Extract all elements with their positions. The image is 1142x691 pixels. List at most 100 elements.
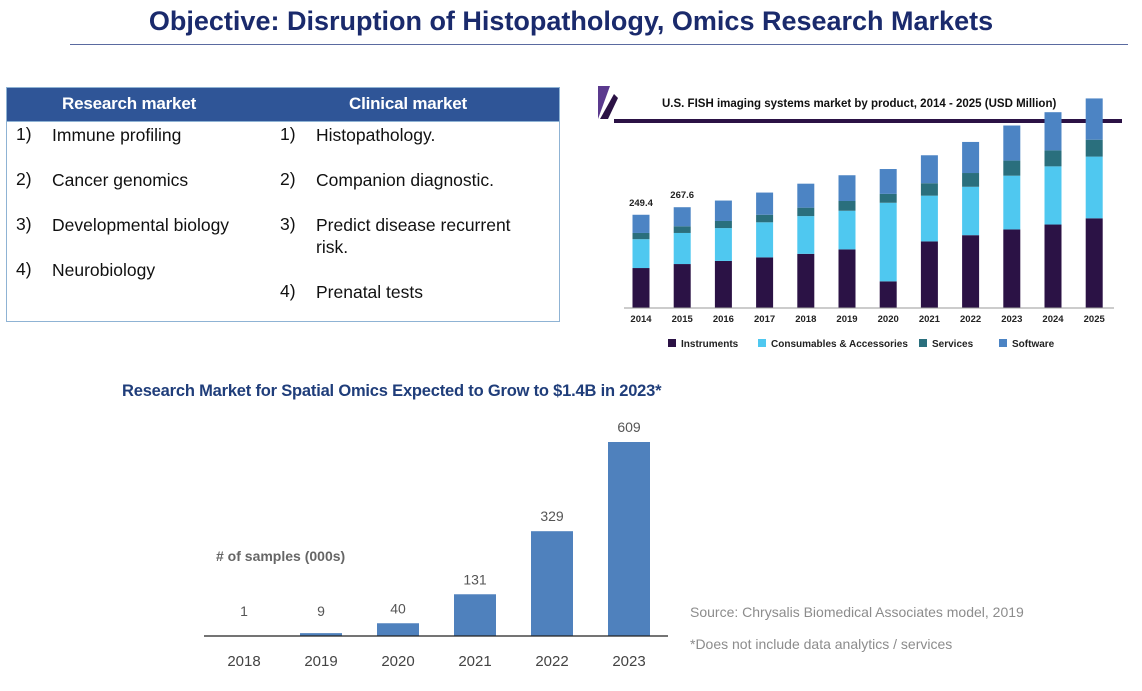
item-number: 3)	[16, 214, 32, 234]
fish-x-tick-label: 2017	[754, 314, 775, 325]
series-label: # of samples (000s)	[216, 548, 345, 564]
fish-bar-segment	[797, 183, 815, 208]
fish-data-label: 267.6	[670, 190, 694, 201]
item-number: 4)	[16, 259, 32, 279]
fish-bar-segment	[756, 222, 774, 258]
item-text: Histopathology.	[316, 125, 436, 145]
fish-bar-segment	[1003, 125, 1021, 161]
fish-bar-segment	[838, 175, 856, 201]
spatial-x-tick-label: 2023	[612, 653, 645, 670]
fish-bar-segment	[838, 249, 856, 308]
chart-banner-rule	[614, 119, 1122, 123]
fish-bar-segment	[714, 260, 732, 308]
fish-bar-segment	[1044, 112, 1062, 151]
source-note: Source: Chrysalis Biomedical Associates …	[690, 604, 1024, 620]
spatial-bar	[377, 623, 419, 636]
fish-bar-segment	[797, 207, 815, 217]
legend-label: Software	[1012, 339, 1055, 350]
fish-bar-segment	[756, 257, 774, 308]
chart-banner-accent	[598, 86, 610, 119]
legend-swatch	[668, 339, 676, 347]
fish-x-tick-label: 2018	[795, 314, 816, 325]
legend-swatch	[758, 339, 766, 347]
spatial-value-label: 609	[617, 419, 641, 435]
research-market-header: Research market	[62, 94, 197, 113]
fish-x-tick-label: 2023	[1001, 314, 1022, 325]
fish-bar-segment	[838, 210, 856, 250]
spatial-x-tick-label: 2021	[458, 653, 491, 670]
fish-bar-segment	[632, 268, 650, 308]
fish-bar-segment	[1085, 156, 1103, 219]
item-number: 2)	[16, 169, 32, 189]
fish-bar-segment	[1003, 229, 1021, 308]
spatial-bar	[300, 633, 342, 636]
fish-bar-segment	[714, 200, 732, 221]
fish-bar-segment	[879, 281, 897, 308]
spatial-omics-title: Research Market for Spatial Omics Expect…	[122, 382, 662, 400]
fish-x-tick-label: 2014	[630, 314, 652, 325]
item-text: Companion diagnostic.	[316, 170, 495, 190]
market-table-header: Research market Clinical market	[7, 88, 559, 122]
fish-bar-segment	[797, 216, 815, 254]
spatial-value-label: 1	[240, 603, 248, 619]
fish-x-tick-label: 2020	[878, 314, 899, 325]
clinical-market-header: Clinical market	[349, 94, 467, 113]
item-number: 1)	[280, 124, 296, 144]
item-text: Developmental biology	[52, 215, 230, 235]
fish-bar-segment	[1085, 218, 1103, 308]
fish-x-tick-label: 2022	[960, 314, 981, 325]
fish-bar-segment	[756, 214, 774, 223]
fish-bar-segment	[673, 226, 691, 233]
spatial-bar	[531, 531, 573, 636]
spatial-x-tick-label: 2022	[535, 653, 568, 670]
fish-bar-segment	[838, 200, 856, 211]
fish-x-tick-label: 2021	[919, 314, 941, 325]
fish-bar-segment	[1044, 166, 1062, 225]
spatial-x-tick-label: 2020	[381, 653, 414, 670]
spatial-x-tick-label: 2018	[227, 653, 260, 670]
fish-bar-segment	[920, 241, 938, 308]
fish-bar-segment	[962, 186, 980, 236]
fish-bar-segment	[1085, 98, 1103, 140]
fish-market-chart: U.S. FISH imaging systems market by prod…	[598, 86, 1122, 350]
fish-bar-segment	[1044, 224, 1062, 308]
spatial-omics-chart: # of samples (000s) 1 2018 9 2019 40 2020 131 2…	[204, 419, 668, 670]
fish-x-tick-label: 2015	[672, 314, 694, 325]
legend-swatch	[919, 339, 927, 347]
legend-label: Consumables & Accessories	[771, 339, 908, 350]
fish-bar-segment	[632, 214, 650, 233]
fish-bar-segment	[962, 141, 980, 174]
fish-x-tick-label: 2016	[713, 314, 734, 325]
item-number: 1)	[16, 124, 32, 144]
spatial-value-label: 40	[390, 600, 406, 616]
item-number: 4)	[280, 281, 296, 301]
legend-label: Instruments	[681, 339, 739, 350]
spatial-bar	[454, 594, 496, 636]
item-text: Immune profiling	[52, 125, 182, 145]
slide-title: Objective: Disruption of Histopathology,…	[148, 6, 994, 36]
item-number: 3)	[280, 214, 296, 234]
fish-bar-segment	[714, 220, 732, 229]
fish-bar-segment	[920, 183, 938, 196]
market-table: Research market Clinical market 1) Immun…	[6, 87, 560, 322]
fish-data-label: 249.4	[629, 198, 653, 209]
fish-bar-segment	[797, 253, 815, 308]
fish-bar-segment	[879, 169, 897, 194]
title-underline	[70, 44, 1128, 45]
fish-bar-segment	[632, 232, 650, 240]
fish-bar-segment	[920, 155, 938, 184]
fish-bar-segment	[962, 235, 980, 308]
fish-bar-segment	[879, 202, 897, 282]
item-text: Cancer genomics	[52, 170, 189, 190]
spatial-bar	[608, 442, 650, 636]
fish-bar-segment	[673, 232, 691, 265]
spatial-value-label: 9	[317, 603, 325, 619]
fish-bar-segment	[962, 173, 980, 187]
fish-bar-segment	[879, 193, 897, 203]
fish-chart-title: U.S. FISH imaging systems market by prod…	[662, 98, 1056, 110]
chart-banner-accent	[600, 94, 618, 119]
fish-x-tick-label: 2024	[1042, 314, 1064, 325]
spatial-x-tick-label: 2019	[304, 653, 337, 670]
fish-bar-segment	[673, 207, 691, 227]
fish-bar-segment	[714, 228, 732, 261]
